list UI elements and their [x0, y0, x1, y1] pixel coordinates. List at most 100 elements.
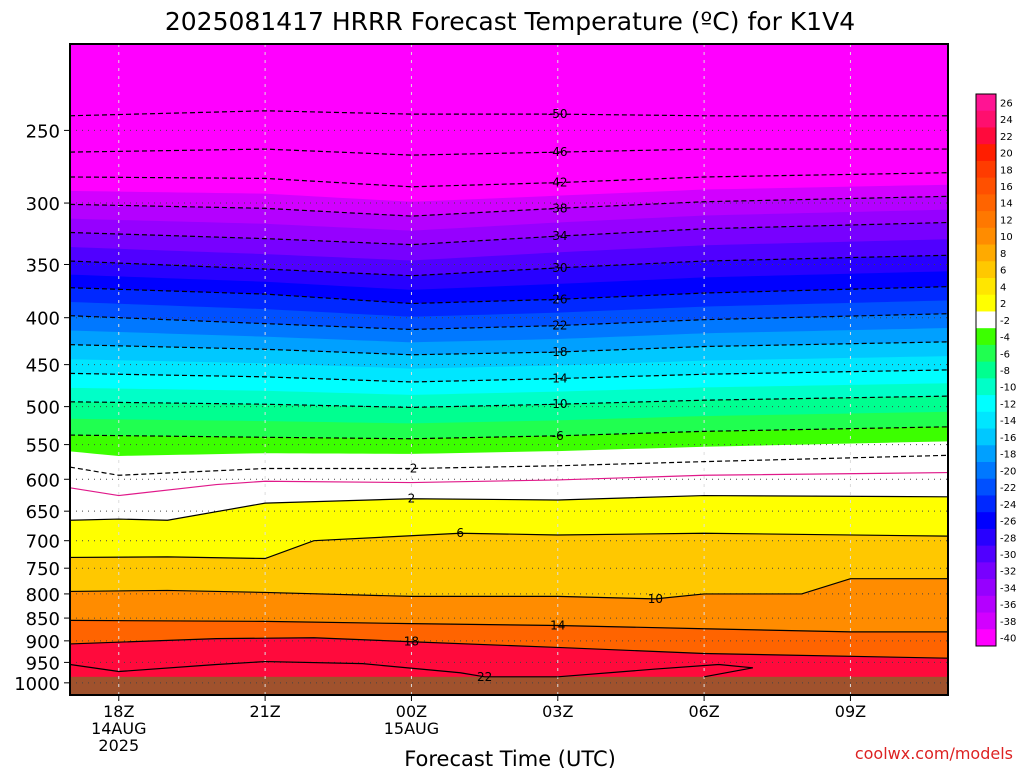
colorbar-swatch — [976, 160, 996, 179]
contour-line — [70, 195, 948, 217]
colorbar-swatch — [976, 278, 996, 296]
colorbar-swatch — [976, 445, 996, 463]
colorbar-label: 6 — [1000, 266, 1006, 277]
colorbar-label: -2 — [1000, 316, 1010, 327]
grid-lines — [70, 44, 948, 695]
contour-label: -38 — [548, 201, 568, 215]
colorbar-label: -6 — [1000, 349, 1010, 360]
colorbar-label: -30 — [1000, 550, 1016, 561]
colorbar-label: 10 — [1000, 232, 1013, 243]
colorbar-swatch — [976, 94, 996, 112]
x-tick-label: 06Z — [688, 702, 719, 721]
colorbar-swatch — [976, 595, 996, 614]
contour-label: -46 — [548, 145, 568, 159]
y-tick-label: 550 — [26, 436, 60, 457]
colorbar-label: 16 — [1000, 182, 1013, 193]
temperature-fill-bands — [70, 44, 948, 695]
contour-line — [70, 221, 948, 246]
credit-text: coolwx.com/models — [855, 744, 1013, 763]
colorbar-label: 2 — [1000, 299, 1006, 310]
ground-layer — [70, 676, 948, 695]
colorbar-label: 24 — [1000, 115, 1013, 126]
y-axis: 2503003504004505005506006507007508008509… — [14, 121, 70, 695]
colorbar-swatch — [976, 110, 996, 128]
band-fill — [70, 44, 948, 82]
y-tick-label: 500 — [26, 398, 60, 419]
contour-label: -30 — [548, 261, 568, 275]
colorbar-swatch — [976, 328, 996, 346]
colorbar-label: -28 — [1000, 533, 1016, 544]
colorbar-label: -10 — [1000, 383, 1016, 394]
colorbar-label: -14 — [1000, 416, 1016, 427]
colorbar-frame — [975, 93, 997, 647]
colorbar-swatch — [976, 495, 996, 513]
y-tick-label: 450 — [26, 356, 60, 377]
colorbar-label: -38 — [1000, 617, 1016, 628]
contour-line — [70, 313, 948, 331]
colorbar-swatch — [976, 462, 996, 480]
y-tick-label: 950 — [26, 653, 60, 674]
contour-label: -10 — [548, 397, 568, 411]
colorbar-swatch — [976, 144, 996, 162]
colorbar-label: 22 — [1000, 132, 1013, 143]
colorbar-label: -18 — [1000, 450, 1016, 461]
colorbar-swatch — [976, 244, 996, 262]
contour-label: 6 — [456, 526, 464, 540]
y-tick-label: 800 — [26, 585, 60, 606]
colorbar-label: 20 — [1000, 149, 1013, 160]
colorbar-label: 8 — [1000, 249, 1006, 260]
contour-line — [70, 369, 948, 383]
y-tick-label: 750 — [26, 559, 60, 580]
colorbar-swatch — [976, 579, 996, 597]
contour-line — [70, 395, 948, 409]
contour-line — [70, 110, 948, 117]
y-tick-label: 400 — [26, 309, 60, 330]
y-tick-label: 600 — [26, 470, 60, 491]
x-tick-label: 14AUG — [91, 719, 146, 738]
contour-label: -50 — [548, 107, 568, 121]
colorbar-label: 4 — [1000, 282, 1006, 293]
colorbar-label: 18 — [1000, 165, 1013, 176]
contour-line — [70, 494, 948, 521]
colorbar-swatch — [976, 562, 996, 580]
contour-line — [70, 454, 948, 476]
contour-line — [70, 341, 948, 356]
contour-line — [70, 619, 948, 633]
contour-line — [70, 637, 948, 659]
colorbar-label: 14 — [1000, 199, 1013, 210]
contour-label: -18 — [548, 345, 568, 359]
contour-label: -42 — [548, 176, 568, 190]
colorbar-swatch — [976, 194, 996, 212]
contour-label: 18 — [404, 635, 419, 649]
contour-lines: -50-46-42-38-34-30-26-22-18-14-10-6-2261… — [70, 107, 948, 684]
contour-label: -14 — [548, 372, 568, 386]
colorbar-swatch — [976, 428, 996, 446]
y-tick-label: 300 — [26, 194, 60, 215]
colorbar-label: -36 — [1000, 600, 1016, 611]
colorbar-swatch — [976, 361, 996, 379]
colorbar-legend: 26 24 22 20 18 16 14 12 10 8 6 4 2 -2 -4 -6 -8 -10 -12 -14 -… — [975, 93, 1016, 647]
y-tick-label: 350 — [26, 255, 60, 276]
y-tick-label: 650 — [26, 502, 60, 523]
colorbar-swatch — [976, 227, 996, 246]
colorbar-swatch — [976, 395, 996, 413]
y-tick-label: 250 — [26, 121, 60, 142]
x-tick-label: 03Z — [542, 702, 573, 721]
contour-label: -26 — [548, 292, 568, 306]
colorbar-swatch — [976, 261, 996, 279]
y-tick-label: 1000 — [14, 674, 60, 695]
x-tick-label: 2025 — [98, 736, 139, 755]
y-tick-label: 900 — [26, 632, 60, 653]
colorbar-label: -22 — [1000, 483, 1016, 494]
colorbar-swatch — [976, 311, 996, 329]
colorbar-label: -40 — [1000, 634, 1016, 645]
colorbar-label: -34 — [1000, 583, 1016, 594]
contour-label: 14 — [550, 619, 565, 633]
colorbar-swatch — [976, 512, 996, 530]
colorbar-swatch — [976, 211, 996, 229]
colorbar-label: -24 — [1000, 500, 1016, 511]
colorbar-label: -20 — [1000, 466, 1016, 477]
contour-label: -2 — [405, 462, 417, 476]
contour-label: -34 — [548, 229, 568, 243]
